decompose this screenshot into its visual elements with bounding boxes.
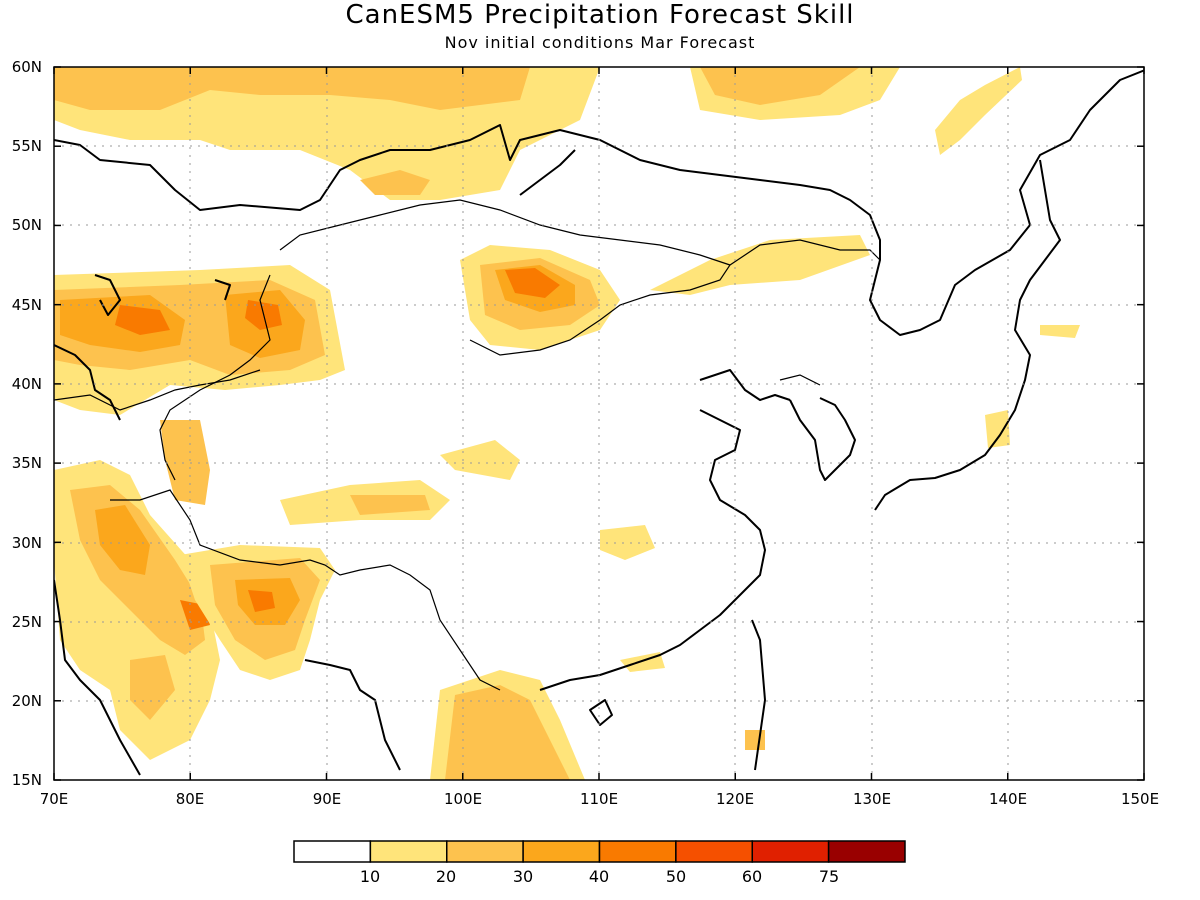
lon-label: 140E [989, 790, 1027, 808]
coastline-baikal [519, 149, 576, 196]
lat-label: 25N [12, 613, 42, 631]
skill-area-tibet-core [350, 495, 430, 515]
skill-area-sichuan [600, 525, 655, 560]
skill-area-taiwan [745, 730, 765, 750]
colorbar-swatch [293, 840, 372, 863]
skill-area-central-india [130, 655, 175, 720]
colorbar [293, 840, 906, 863]
colorbar-label: 40 [589, 867, 609, 886]
lon-label: 80E [176, 790, 205, 808]
colorbar-swatch [827, 840, 906, 863]
shaded-skill-layer [54, 67, 1080, 780]
map-subtitle: Nov initial conditions Mar Forecast [444, 33, 756, 52]
gridlines [54, 67, 1144, 780]
colorbar-swatch [598, 840, 677, 863]
colorbar-label: 60 [742, 867, 762, 886]
coastline-japan [874, 159, 1061, 511]
lat-label: 15N [12, 771, 42, 789]
skill-area-japan [985, 410, 1010, 448]
lon-labels: 70E 80E 90E 100E 110E 120E 130E 140E 150… [40, 790, 1159, 808]
lon-label: 70E [40, 790, 69, 808]
coastline-india [54, 579, 401, 776]
lat-label: 35N [12, 454, 42, 472]
skill-area-qinghai [440, 440, 520, 480]
coastline-china-east [539, 369, 791, 691]
borders [54, 199, 881, 691]
coastlines [54, 69, 1144, 776]
lon-label: 120E [716, 790, 754, 808]
lat-label: 60N [12, 58, 42, 76]
colorbar-labels: 10 20 30 40 50 60 75 [360, 867, 839, 886]
border-kazakhstan [54, 369, 261, 411]
colorbar-label: 10 [360, 867, 380, 886]
lon-label: 130E [853, 790, 891, 808]
skill-area-indochina-mid [445, 685, 570, 780]
skill-area-north-siberia-blob [360, 170, 430, 195]
colorbar-swatch [751, 840, 830, 863]
lon-label: 90E [313, 790, 342, 808]
colorbar-swatch [369, 840, 448, 863]
skill-area-east-siberia-core [700, 67, 860, 105]
colorbar-swatch [522, 840, 601, 863]
lat-label: 50N [12, 216, 42, 234]
plot-frame [53, 66, 1145, 781]
colorbar-label: 30 [513, 867, 533, 886]
skill-area-amur [650, 235, 870, 295]
lat-label: 20N [12, 692, 42, 710]
skill-area-mongolia-peak [505, 268, 560, 298]
skill-area-hokkaido [1040, 325, 1080, 338]
lon-label: 100E [444, 790, 482, 808]
colorbar-label: 20 [436, 867, 456, 886]
lat-label: 45N [12, 296, 42, 314]
coastline-eurasia-north [54, 69, 1144, 336]
border-himalaya [110, 489, 501, 691]
coastline-caspian-aral [54, 274, 121, 421]
colorbar-swatch [446, 840, 524, 863]
coastline-korea [789, 397, 856, 481]
border-china-north [279, 199, 731, 356]
lat-label: 55N [12, 137, 42, 155]
skill-area-kamchatka-west [935, 67, 1022, 155]
border-korea [779, 374, 821, 386]
skill-area-north-india-peak [248, 590, 275, 612]
lat-labels: 15N 20N 25N 30N 35N 40N 45N 50N 55N 60N [12, 58, 42, 789]
coastline-taiwan [751, 619, 766, 771]
skill-area-pakistan-high [95, 505, 150, 575]
map-title: CanESM5 Precipitation Forecast Skill [345, 0, 855, 30]
coastline-hainan [589, 699, 613, 726]
axis-ticks [53, 66, 1145, 781]
colorbar-label: 75 [819, 867, 839, 886]
colorbar-swatch [675, 840, 753, 863]
lon-label: 110E [580, 790, 618, 808]
skill-area-kazakhstan-peak [115, 305, 170, 335]
coastline-balkhash [214, 279, 231, 301]
skill-area-north-siberia-core [54, 67, 530, 110]
skill-area-kashmir [160, 420, 210, 505]
lon-label: 150E [1121, 790, 1159, 808]
lat-label: 30N [12, 534, 42, 552]
lat-label: 40N [12, 375, 42, 393]
colorbar-label: 50 [666, 867, 686, 886]
